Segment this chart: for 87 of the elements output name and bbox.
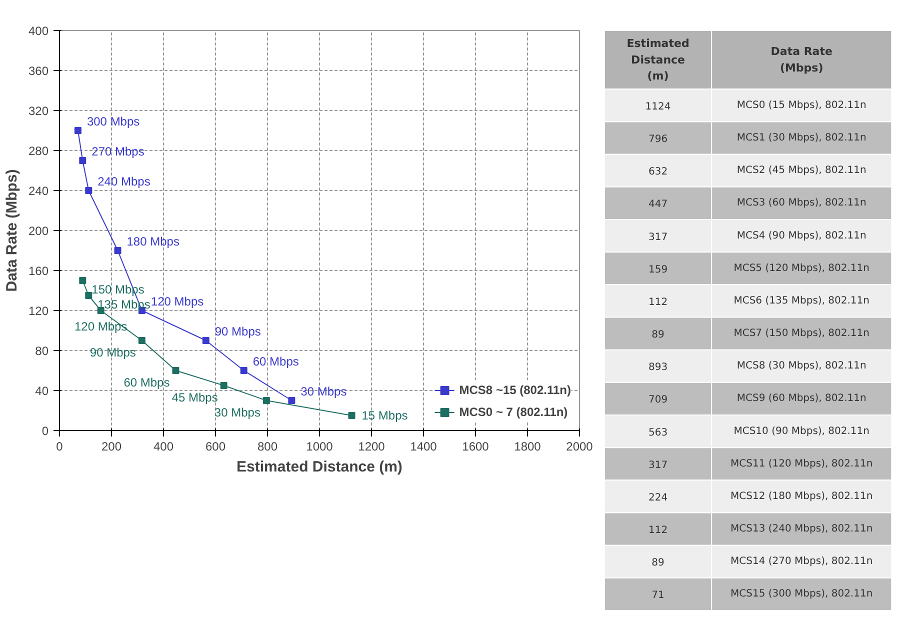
x-tick-label: 1800 (514, 440, 542, 454)
text: 71 (652, 590, 664, 602)
text: MCS5 (120 Mbps), 802.11n (734, 262, 870, 274)
text: MCS10 (90 Mbps), 802.11n (734, 426, 870, 437)
text: MCS12 (180 Mbps), 802.11n (730, 490, 873, 502)
point (172, 367, 180, 374)
text: 317 (648, 460, 668, 471)
point (220, 382, 228, 389)
point (202, 337, 210, 344)
x-tick-label: 0 (56, 440, 64, 454)
y-tick-label: 160 (28, 264, 49, 278)
data-label: 180 Mbps (126, 234, 180, 248)
point (85, 292, 92, 299)
text: Estimated Distance (m) (626, 37, 690, 83)
y-tick-label: 240 (28, 184, 49, 198)
text: 1124 (645, 101, 671, 112)
data-label: 15 Mbps (362, 408, 408, 422)
point (262, 397, 270, 404)
text: 112 (648, 525, 668, 536)
text: 709 (648, 394, 668, 406)
text: 447 (648, 199, 668, 210)
data-label: 120 Mbps (150, 294, 204, 308)
text: 159 (648, 264, 668, 276)
x-tick-label: 400 (153, 440, 174, 454)
text: MCS3 (60 Mbps), 802.11n (736, 198, 866, 209)
text: 112 (648, 296, 668, 308)
legend-label: MCS0 ~ 7 (802.11n) (459, 405, 568, 419)
text: MCS2 (45 Mbps), 802.11n (736, 165, 866, 176)
text: MCS7 (150 Mbps), 802.11n (734, 328, 870, 340)
text: MCS11 (120 Mbps), 802.11n (730, 458, 873, 470)
y-tick-label: 80 (35, 344, 49, 358)
data-label: 300 Mbps (86, 114, 140, 128)
text: 893 (648, 362, 668, 374)
text: 89 (652, 330, 664, 341)
data-label: 240 Mbps (98, 174, 150, 188)
text: 632 (648, 166, 668, 178)
text: MCS9 (60 Mbps), 802.11n (736, 393, 866, 404)
x-tick-label: 2000 (566, 440, 594, 454)
text: MCS14 (270 Mbps), 802.11n (730, 556, 873, 568)
text: MCS13 (240 Mbps), 802.11n (730, 524, 873, 535)
y-tick-label: 280 (28, 144, 49, 158)
x-tick-label: 800 (257, 440, 278, 454)
x-tick-label: 1000 (306, 440, 334, 454)
y-tick-label: 40 (35, 384, 49, 398)
data-label: 45 Mbps (172, 390, 218, 404)
data-label: 30 Mbps (300, 384, 347, 398)
x-tick-label: 200 (101, 440, 122, 454)
text: 317 (648, 232, 668, 243)
text: 796 (648, 134, 668, 146)
y-axis-title: Data Rate (Mbps) (3, 169, 20, 292)
text: MCS4 (90 Mbps), 802.11n (736, 230, 866, 242)
point (74, 127, 82, 134)
x-tick-label: 1200 (358, 440, 386, 454)
point (288, 397, 296, 404)
text: 224 (648, 492, 668, 504)
data-label: 90 Mbps (90, 346, 136, 360)
x-tick-label: 1600 (462, 440, 490, 454)
point (114, 247, 122, 254)
text: MCS0 (15 Mbps), 802.11n (736, 100, 866, 111)
point (138, 337, 146, 344)
y-tick-label: 400 (28, 24, 49, 38)
text: 89 (652, 558, 664, 569)
text: Data Rate (Mbps) (770, 45, 832, 74)
x-tick-label: 600 (205, 440, 226, 454)
data-label: 30 Mbps (214, 406, 260, 420)
y-tick-label: 0 (42, 424, 49, 438)
y-tick-label: 320 (28, 104, 49, 118)
point (240, 367, 248, 374)
legend-label: MCS8 ~15 (802.11n) (459, 383, 571, 397)
text: MCS1 (30 Mbps), 802.11n (736, 132, 866, 144)
data-label: 60 Mbps (252, 354, 299, 368)
data-label: 90 Mbps (214, 324, 261, 338)
y-tick-label: 120 (28, 304, 49, 318)
text: MCS8 (30 Mbps), 802.11n (736, 360, 866, 372)
data-label: 270 Mbps (92, 144, 144, 158)
point (79, 277, 86, 284)
text: MCS15 (300 Mbps), 802.11n (730, 588, 873, 600)
y-tick-label: 360 (28, 64, 49, 78)
text: 563 (648, 427, 668, 438)
text: MCS6 (135 Mbps), 802.11n (734, 295, 870, 306)
x-axis-title: Estimated Distance (m) (236, 458, 402, 476)
point (79, 157, 86, 164)
x-tick-label: 1400 (410, 440, 438, 454)
y-tick-label: 200 (28, 224, 49, 238)
point (85, 187, 92, 194)
point (348, 412, 356, 419)
data-label: 60 Mbps (124, 376, 170, 390)
